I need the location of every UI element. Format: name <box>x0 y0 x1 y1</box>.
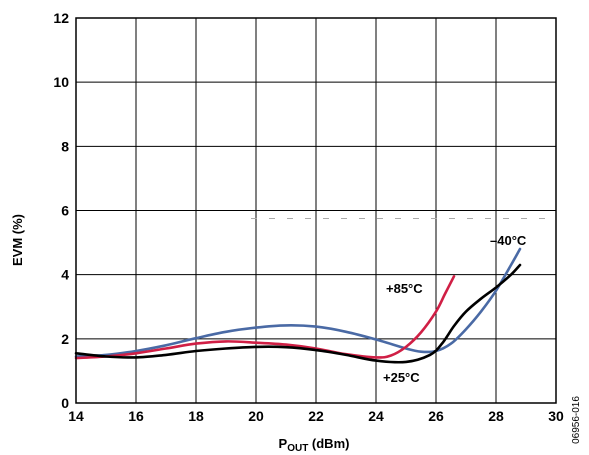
y-tick-label: 0 <box>61 395 69 411</box>
series-line-plus-85c <box>74 275 456 360</box>
y-tick-label: 6 <box>61 203 69 219</box>
y-tick-label: 2 <box>61 331 69 347</box>
series-line-plus-25c <box>74 263 522 364</box>
x-axis-title-main: P <box>279 436 288 451</box>
curve-label-plus-85c: +85°C <box>386 281 423 296</box>
x-tick-label: 18 <box>188 408 204 424</box>
curve-label-plus-25c: +25°C <box>383 370 420 385</box>
series-lines <box>74 247 522 364</box>
x-axis-title-subscript: OUT <box>287 443 308 454</box>
x-axis-title-unit: (dBm) <box>308 436 349 451</box>
y-tick-label: 10 <box>53 74 69 90</box>
x-axis-title: POUT (dBm) <box>279 436 350 454</box>
curve-label-minus-40c: –40°C <box>490 233 527 248</box>
y-tick-label: 12 <box>53 10 69 26</box>
y-axis-title: EVM (%) <box>10 214 25 266</box>
y-tick-label: 8 <box>61 138 69 154</box>
x-tick-label: 16 <box>128 408 144 424</box>
x-tick-label: 26 <box>428 408 444 424</box>
x-tick-label: 14 <box>68 408 84 424</box>
curve-labels: +85°C +25°C –40°C <box>383 233 527 385</box>
x-tick-label: 22 <box>308 408 324 424</box>
figure-id: 06956-016 <box>571 396 582 444</box>
grid-lines <box>75 17 557 404</box>
x-tick-label: 20 <box>248 408 264 424</box>
y-tick-labels: 0 2 4 6 8 10 12 <box>53 10 69 411</box>
x-tick-label: 28 <box>488 408 504 424</box>
y-tick-label: 4 <box>61 267 69 283</box>
series-line-minus-40c <box>74 247 522 358</box>
x-tick-label: 24 <box>368 408 384 424</box>
x-tick-labels: 14 16 18 20 22 24 26 28 30 <box>68 408 564 424</box>
plot-frame <box>75 17 557 404</box>
x-tick-label: 30 <box>548 408 564 424</box>
